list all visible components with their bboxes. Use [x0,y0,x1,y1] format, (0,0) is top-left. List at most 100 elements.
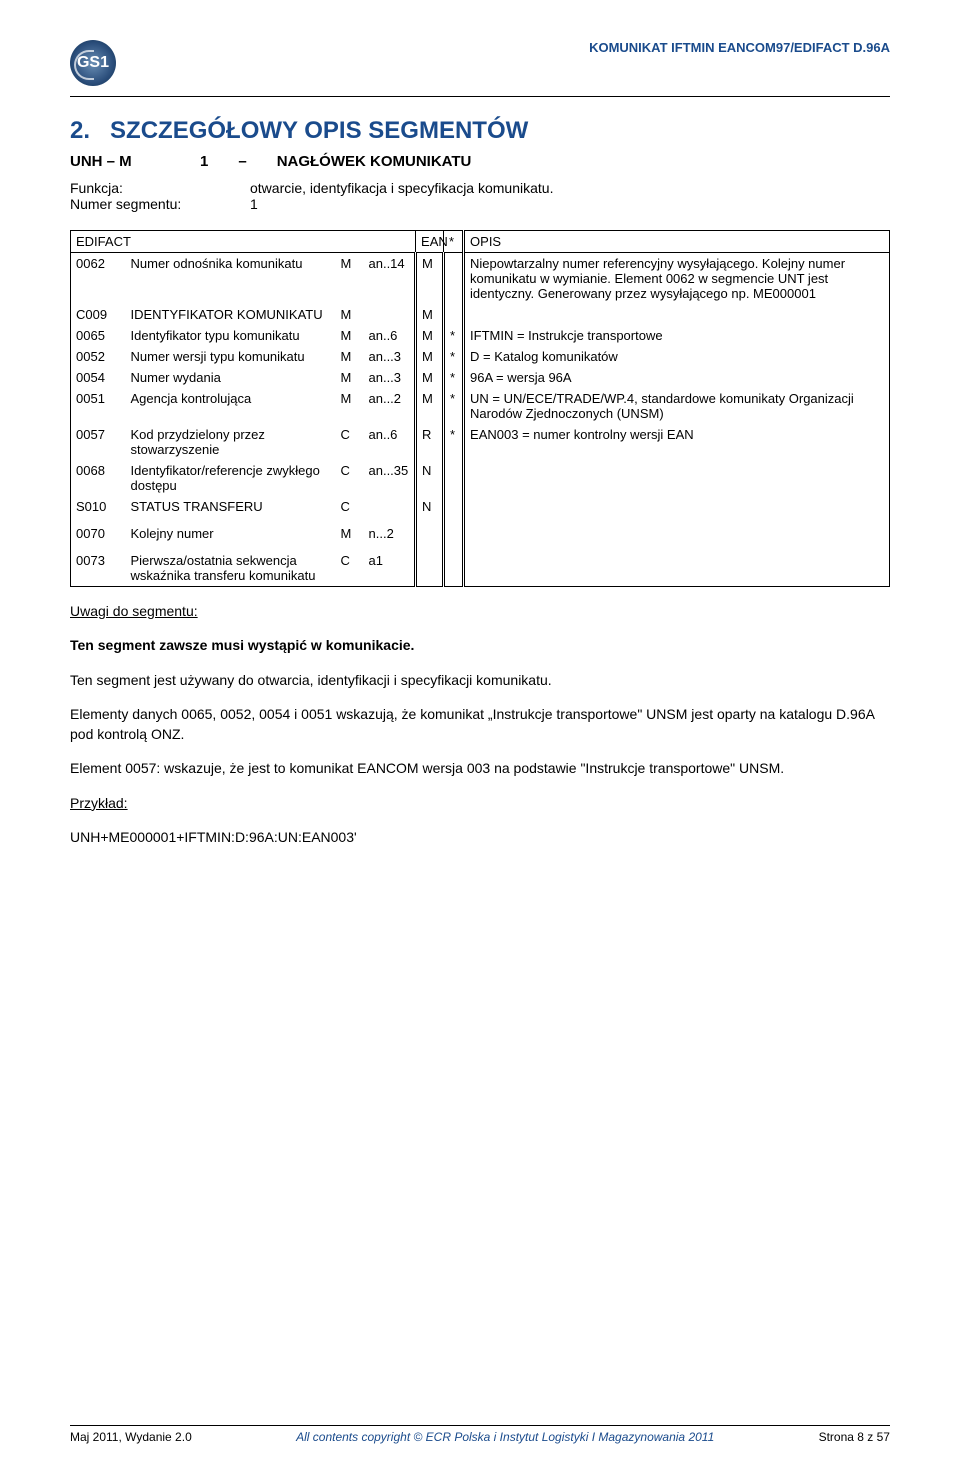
table-cell [416,550,444,587]
note-p2: Ten segment jest używany do otwarcia, id… [70,670,890,690]
table-cell: IDENTYFIKATOR KOMUNIKATU [126,304,336,325]
numer-segmentu-row: Numer segmentu: 1 [70,196,890,212]
funkcja-row: Funkcja: otwarcie, identyfikacja i specy… [70,180,890,196]
table-row: 0070Kolejny numerMn...2 [71,523,890,544]
th-opis: OPIS [464,231,890,253]
table-cell: Numer odnośnika komunikatu [126,253,336,305]
seg-name: NAGŁÓWEK KOMUNIKATU [277,153,472,170]
title-text: SZCZEGÓŁOWY OPIS SEGMENTÓW [110,117,528,144]
table-cell: C [336,424,364,460]
gs1-logo: GS1 [70,40,116,86]
table-cell: M [416,388,444,424]
przyklad-value: UNH+ME000001+IFTMIN:D:96A:UN:EAN003' [70,827,890,847]
table-cell [464,304,890,325]
note-p4: Element 0057: wskazuje, że jest to komun… [70,758,890,778]
table-cell [444,460,464,496]
table-cell: D = Katalog komunikatów [464,346,890,367]
table-cell: Identyfikator typu komunikatu [126,325,336,346]
footer-mid: All contents copyright © ECR Polska i In… [296,1430,714,1444]
table-cell [464,460,890,496]
table-cell: an...3 [364,367,416,388]
table-cell: EAN003 = numer kontrolny wersji EAN [464,424,890,460]
table-cell: 0054 [71,367,126,388]
gs1-logo-text: GS1 [77,54,109,72]
numer-segmentu-label: Numer segmentu: [70,196,250,212]
table-row: 0073Pierwsza/ostatnia sekwencja wskaźnik… [71,550,890,587]
table-cell: an..6 [364,325,416,346]
table-cell: S010 [71,496,126,517]
table-cell: 0052 [71,346,126,367]
table-row: 0052Numer wersji typu komunikatuMan...3M… [71,346,890,367]
table-cell: an..14 [364,253,416,305]
table-cell [364,496,416,517]
table-cell: 0073 [71,550,126,587]
table-cell: a1 [364,550,416,587]
segment-subhead: UNH – M 1 – NAGŁÓWEK KOMUNIKATU [70,153,890,170]
th-edifact: EDIFACT [71,231,416,253]
table-cell [416,523,444,544]
note-p1: Ten segment zawsze musi wystąpić w komun… [70,635,890,655]
table-cell: Identyfikator/referencje zwykłego dostęp… [126,460,336,496]
funkcja-block: Funkcja: otwarcie, identyfikacja i specy… [70,180,890,212]
table-cell: M [336,304,364,325]
table-cell: C [336,496,364,517]
table-cell: M [416,304,444,325]
note-p3: Elementy danych 0065, 0052, 0054 i 0051 … [70,704,890,745]
table-row: S010STATUS TRANSFERUCN [71,496,890,517]
footer-row: Maj 2011, Wydanie 2.0 All contents copyr… [70,1430,890,1444]
table-cell: M [336,325,364,346]
table-cell: Agencja kontrolująca [126,388,336,424]
table-cell: * [444,367,464,388]
table-row: C009IDENTYFIKATOR KOMUNIKATUMM [71,304,890,325]
table-cell: IFTMIN = Instrukcje transportowe [464,325,890,346]
table-cell: an..6 [364,424,416,460]
th-ean: EAN [416,231,444,253]
table-cell [464,496,890,517]
table-row: 0054Numer wydaniaMan...3M*96A = wersja 9… [71,367,890,388]
footer-divider [70,1425,890,1426]
table-cell: an...3 [364,346,416,367]
page-header: GS1 KOMUNIKAT IFTMIN EANCOM97/EDIFACT D.… [70,40,890,86]
table-cell: 0057 [71,424,126,460]
table-cell: Kolejny numer [126,523,336,544]
table-cell: R [416,424,444,460]
table-head: EDIFACT EAN * OPIS [71,231,890,253]
seg-code: UNH – M [70,153,170,170]
table-cell: M [336,388,364,424]
table-row: 0065Identyfikator typu komunikatuMan..6M… [71,325,890,346]
funkcja-value: otwarcie, identyfikacja i specyfikacja k… [250,180,553,196]
table-cell: n...2 [364,523,416,544]
table-cell: M [336,367,364,388]
table-cell: Niepowtarzalny numer referencyjny wysyła… [464,253,890,305]
table-cell: M [416,253,444,305]
table-row: 0057Kod przydzielony przez stowarzyszeni… [71,424,890,460]
page-footer: Maj 2011, Wydanie 2.0 All contents copyr… [70,1425,890,1444]
table-cell: * [444,325,464,346]
table-cell: an...35 [364,460,416,496]
footer-left: Maj 2011, Wydanie 2.0 [70,1430,192,1444]
przyklad-label-text: Przykład: [70,795,128,811]
page-title: 2. SZCZEGÓŁOWY OPIS SEGMENTÓW [70,117,890,145]
table-cell [444,550,464,587]
table-cell: * [444,346,464,367]
title-number: 2. [70,117,90,144]
table-cell: M [416,325,444,346]
table-cell: * [444,424,464,460]
table-cell [444,496,464,517]
table-cell: C [336,550,364,587]
segment-table: EDIFACT EAN * OPIS 0062Numer odnośnika k… [70,230,890,587]
seg-count: 1 [200,153,208,170]
uwagi-label: Uwagi do segmentu: [70,601,890,621]
page: GS1 KOMUNIKAT IFTMIN EANCOM97/EDIFACT D.… [0,0,960,1468]
table-cell [444,253,464,305]
table-cell: an...2 [364,388,416,424]
table-cell: Kod przydzielony przez stowarzyszenie [126,424,336,460]
table-cell: N [416,496,444,517]
table-row: 0068Identyfikator/referencje zwykłego do… [71,460,890,496]
table-cell: M [416,346,444,367]
table-cell [444,304,464,325]
table-cell [464,523,890,544]
footer-right: Strona 8 z 57 [819,1430,890,1444]
seg-dash: – [238,153,246,170]
table-cell [444,523,464,544]
